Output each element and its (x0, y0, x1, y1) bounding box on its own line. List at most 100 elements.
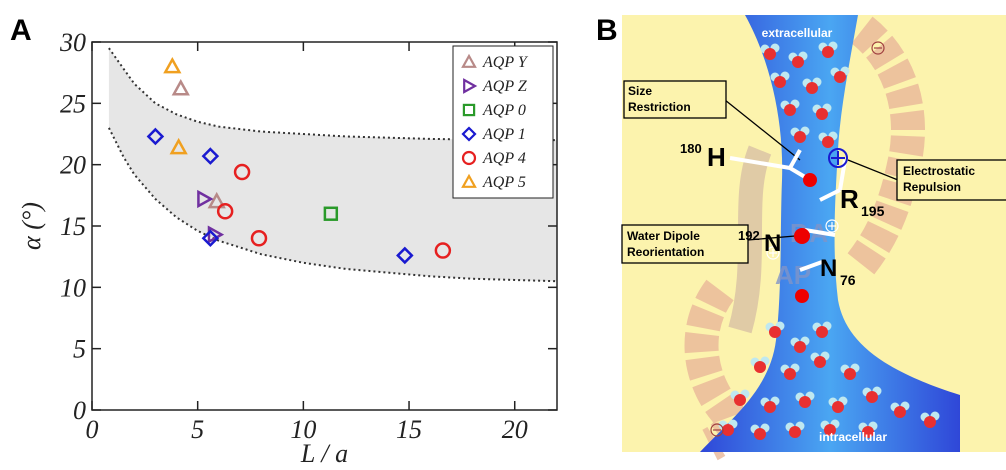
callout-line-text: Water Dipole (627, 229, 700, 243)
residue-letter: R (840, 184, 859, 214)
residue-number: 180 (680, 141, 702, 156)
callout-line-text: Reorientation (627, 245, 704, 259)
y-axis-label: α (°) (17, 202, 46, 250)
oxygen (795, 289, 809, 303)
legend-label: AQP 0 (482, 102, 526, 119)
label-bottom: intracellular (819, 430, 887, 444)
residue-number: 192 (738, 228, 760, 243)
band-edge (108, 127, 558, 283)
x-tick-label: 20 (502, 415, 528, 444)
y-tick-label: 30 (59, 28, 86, 57)
residue-letter: H (707, 142, 726, 172)
residue-letter: N (764, 230, 781, 257)
legend-label: AQP Y (482, 54, 529, 71)
point (169, 137, 188, 155)
helix (846, 16, 925, 276)
point (216, 203, 234, 220)
water-o (754, 428, 766, 440)
water-o (754, 361, 766, 373)
point (323, 206, 339, 221)
diagram: extracellular intracellular PA AP Size Re… (621, 15, 1006, 461)
residue-label: R 195 (840, 184, 885, 219)
y-tick-label: 10 (60, 273, 86, 302)
callout-line (724, 99, 801, 161)
band-fill (108, 48, 557, 282)
legend-marker (461, 126, 477, 142)
water-o (734, 394, 746, 406)
x-tick-label: 0 (86, 415, 99, 444)
legend-label: AQP 5 (482, 174, 526, 191)
callout-box (623, 80, 727, 119)
point (396, 246, 414, 265)
water-o (816, 326, 828, 338)
chart: 0 5 10 15 20 25 30 0 5 10 15 20 L / a α (°) AQP Y AQP Z… (17, 28, 558, 468)
point (207, 191, 226, 209)
callout-text: Water Dipole Reorientation (627, 229, 704, 259)
charge-plus (825, 219, 839, 233)
point (434, 242, 452, 259)
x-tick-label: 15 (396, 415, 422, 444)
water-o (822, 136, 834, 148)
callout-box (621, 224, 749, 264)
callout-line (747, 235, 796, 241)
callout-line-text: Repulsion (903, 180, 961, 194)
water-o (784, 104, 796, 116)
oxygen (803, 173, 817, 187)
y-tick-label: 20 (60, 151, 86, 180)
x-axis-label: L / a (300, 439, 348, 468)
point (233, 163, 251, 181)
y-tick-label: 15 (60, 212, 86, 241)
residue-label: N 76 (820, 255, 856, 288)
water-o (844, 368, 856, 380)
legend-label: AQP Z (482, 78, 528, 95)
callout-line-text: Electrostatic (903, 164, 975, 178)
charge-plus (828, 148, 848, 168)
water-o (806, 82, 818, 94)
callout-box (896, 159, 1006, 201)
water-o (816, 108, 828, 120)
x-tick-label: 5 (191, 415, 204, 444)
y-tick-label: 5 (73, 335, 86, 364)
water-o (866, 391, 878, 403)
y-tick-label: 25 (60, 89, 86, 118)
water-o (832, 401, 844, 413)
charge-minus (710, 423, 724, 437)
point (163, 56, 182, 74)
callout-text: Size Restriction (628, 84, 691, 114)
point (197, 189, 214, 209)
point (146, 127, 165, 146)
residue-label: 180 H (680, 141, 726, 172)
residue-letter: N (820, 255, 837, 282)
residue (729, 149, 847, 272)
water-o (764, 48, 776, 60)
water-o (824, 424, 836, 436)
residue-number: 76 (840, 272, 856, 288)
water-o (784, 368, 796, 380)
label-top: extracellular (762, 26, 833, 40)
x-tick-label: 10 (290, 415, 316, 444)
water-o (722, 424, 734, 436)
water-o (769, 326, 781, 338)
point (201, 229, 220, 248)
water-o (834, 71, 846, 83)
legend-marker (461, 173, 477, 188)
motif: AP (775, 260, 811, 290)
residue-number: 195 (861, 203, 885, 219)
legend-label: AQP 4 (482, 150, 526, 167)
oxygen (794, 228, 810, 244)
water-o (814, 356, 826, 368)
point (201, 147, 220, 165)
y-tick-label: 0 (73, 396, 86, 425)
water-o (792, 56, 804, 68)
point (171, 79, 190, 96)
legend-box (452, 45, 554, 199)
legend-marker (461, 53, 477, 68)
water-o (774, 76, 786, 88)
water-o (789, 426, 801, 438)
callout-line-text: Size (628, 84, 652, 98)
callout-line-text: Restriction (628, 100, 691, 114)
water-o (924, 416, 936, 428)
charge-minus (871, 41, 885, 55)
panel-label: B (596, 14, 618, 47)
